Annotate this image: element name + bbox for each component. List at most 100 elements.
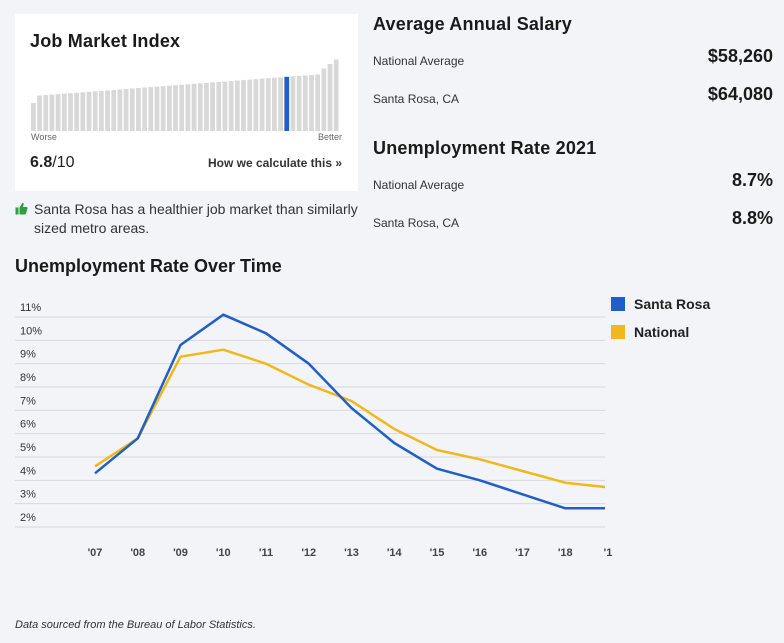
- y-tick-label: 4%: [20, 465, 36, 477]
- index-bar: [105, 90, 110, 131]
- legend-item-national: National: [611, 318, 710, 346]
- y-tick-label: 2%: [20, 512, 36, 524]
- index-bar: [290, 76, 296, 131]
- index-bar: [142, 87, 148, 131]
- index-bar: [166, 85, 172, 131]
- unemployment-local-label: Santa Rosa, CA: [373, 216, 460, 230]
- scale-worse-label: Worse: [31, 132, 57, 142]
- index-bar: [123, 88, 129, 131]
- index-bar: [309, 74, 314, 131]
- index-bar: [43, 95, 49, 131]
- unemployment-line-chart: 2% 3% 4% 5% 6% 7% 8% 9% 10% 11% '07 '08 '09 '10 '11 '12…: [15, 302, 613, 559]
- index-bar: [160, 86, 166, 131]
- index-bar: [179, 84, 185, 131]
- index-bar: [136, 88, 141, 131]
- index-bar: [173, 85, 178, 131]
- thumbs-up-icon: [15, 202, 28, 215]
- index-bar: [321, 68, 327, 131]
- y-tick-label: 11%: [20, 302, 41, 314]
- data-source-footnote: Data sourced from the Bureau of Labor St…: [15, 619, 256, 631]
- index-bar: [228, 81, 234, 131]
- job-market-note-text: Santa Rosa has a healthier job market th…: [34, 201, 358, 236]
- index-bar: [234, 80, 240, 131]
- index-bar: [315, 74, 321, 131]
- x-tick-label: '09: [173, 547, 188, 559]
- index-bar: [302, 75, 308, 131]
- index-bar: [247, 79, 253, 131]
- legend-label-national: National: [634, 324, 690, 340]
- index-bar: [61, 93, 67, 131]
- score-value: 6.8: [30, 154, 53, 171]
- index-bar: [86, 91, 92, 131]
- index-bar: [265, 78, 271, 131]
- index-bar: [49, 94, 55, 131]
- y-tick-label: 10%: [20, 325, 42, 337]
- chart-title: Unemployment Rate Over Time: [15, 256, 282, 276]
- y-tick-label: 5%: [20, 442, 36, 454]
- index-bar: [272, 77, 277, 131]
- x-tick-label: '14: [387, 547, 403, 559]
- x-tick-label: '17: [515, 547, 530, 559]
- legend-swatch-santa-rosa: [611, 297, 625, 311]
- index-bar: [191, 83, 197, 131]
- legend-label-santa-rosa: Santa Rosa: [634, 296, 711, 312]
- legend-swatch-national: [611, 325, 625, 339]
- x-tick-label: '18: [558, 547, 573, 559]
- job-market-index-bars: [31, 59, 339, 131]
- index-bar: [327, 64, 333, 131]
- x-tick-label: '11: [259, 547, 273, 559]
- index-bar: [216, 81, 222, 131]
- index-bar-highlight: [284, 76, 290, 131]
- index-bar: [154, 86, 160, 131]
- job-market-index-title: Job Market Index: [30, 31, 181, 51]
- salary-local-value: $64,080: [707, 84, 773, 104]
- unemployment-local-value: 8.8%: [731, 208, 773, 228]
- index-bar: [296, 75, 302, 131]
- index-bar: [148, 87, 154, 131]
- index-bar: [37, 95, 42, 131]
- index-bar: [111, 89, 117, 131]
- y-tick-label: 9%: [20, 349, 36, 361]
- index-bar: [185, 84, 191, 131]
- index-bar: [74, 92, 80, 131]
- job-market-index-card: Job Market Index Worse Better 6.8/10 How…: [15, 14, 358, 191]
- job-market-score: 6.8/10: [30, 154, 75, 172]
- index-bar: [55, 94, 61, 131]
- salary-title: Average Annual Salary: [373, 14, 572, 34]
- index-bar: [98, 90, 104, 131]
- index-bar: [68, 93, 73, 131]
- index-bar: [259, 78, 265, 131]
- index-bar: [222, 81, 228, 131]
- x-tick-label: '12: [301, 547, 316, 559]
- index-bar: [241, 80, 246, 131]
- x-tick-label: '16: [472, 547, 487, 559]
- x-tick-label: '15: [430, 547, 445, 559]
- how-we-calculate-link[interactable]: How we calculate this »: [207, 156, 342, 170]
- index-bar: [92, 91, 98, 131]
- series-line-national: [94, 348, 605, 489]
- unemployment-title: Unemployment Rate 2021: [373, 138, 597, 158]
- salary-national-label: National Average: [373, 54, 465, 68]
- unemployment-national-value: 8.7%: [731, 170, 773, 190]
- salary-local-label: Santa Rosa, CA: [373, 92, 460, 106]
- index-bar: [204, 82, 209, 131]
- unemployment-national-label: National Average: [373, 178, 465, 192]
- index-bar: [80, 92, 86, 131]
- index-bar: [333, 59, 339, 131]
- y-tick-label: 8%: [20, 372, 36, 384]
- y-tick-label: 6%: [20, 419, 36, 431]
- score-max: /10: [52, 154, 75, 171]
- job-market-note: Santa Rosa has a healthier job market th…: [15, 200, 365, 238]
- y-tick-label: 3%: [20, 489, 36, 501]
- index-bar: [278, 77, 283, 131]
- y-tick-label: 7%: [20, 395, 36, 407]
- x-tick-label: '07: [88, 547, 103, 559]
- x-tick-label: '1: [604, 547, 613, 559]
- x-tick-label: '08: [130, 547, 145, 559]
- salary-national-value: $58,260: [707, 46, 773, 66]
- series-line-santa-rosa: [94, 313, 605, 510]
- index-bar: [129, 88, 135, 131]
- chart-legend: Santa Rosa National: [611, 290, 710, 346]
- index-bar: [197, 83, 203, 131]
- legend-item-santa-rosa: Santa Rosa: [611, 290, 710, 318]
